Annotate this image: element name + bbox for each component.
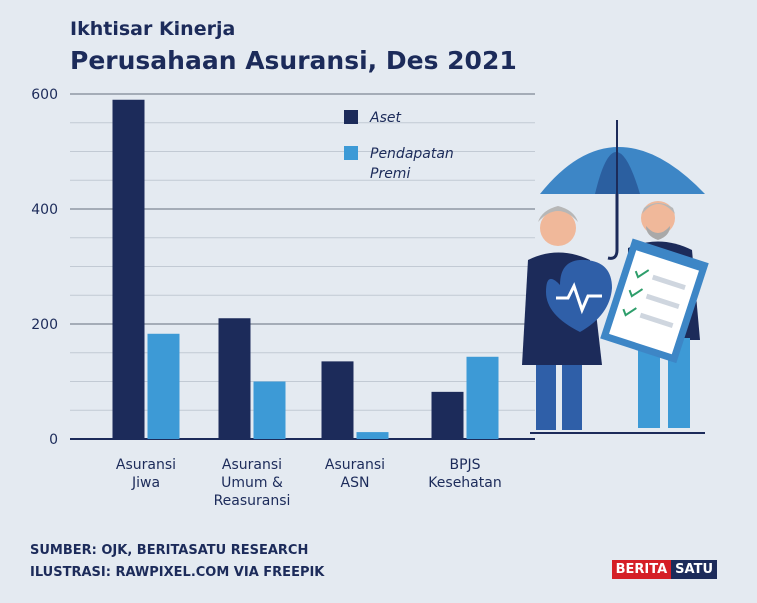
logo-part-berita: BERITA bbox=[611, 560, 672, 579]
x-category-label-line: Asuransi bbox=[116, 457, 176, 473]
legend-swatch bbox=[344, 110, 358, 124]
illustration-credit: ILUSTRASI: RAWPIXEL.COM VIA FREEPIK bbox=[30, 565, 325, 580]
x-category-label-line: Kesehatan bbox=[428, 475, 501, 491]
x-category-label: Asuransi Umum & Reasuransi bbox=[214, 457, 291, 509]
x-category-label: Asuransi ASN bbox=[325, 457, 385, 491]
x-category-label-line: Asuransi bbox=[222, 457, 282, 473]
y-tick-label: 200 bbox=[31, 317, 58, 333]
y-tick-label: 0 bbox=[49, 432, 58, 448]
x-category-label-line: Jiwa bbox=[131, 475, 160, 491]
x-category-label-line: Reasuransi bbox=[214, 493, 291, 509]
bar-pendapatan-premi bbox=[356, 432, 389, 439]
bar-aset bbox=[112, 99, 145, 439]
source-note: SUMBER: OJK, BERITASATU RESEARCH bbox=[30, 543, 309, 558]
x-category-label-line: Umum & bbox=[221, 475, 283, 491]
bar-pendapatan-premi bbox=[253, 381, 286, 439]
x-category-label-line: BPJS bbox=[449, 457, 480, 473]
x-category-label-line: Asuransi bbox=[325, 457, 385, 473]
y-tick-label: 400 bbox=[31, 202, 58, 218]
beritasatu-logo: BERITA SATU bbox=[611, 560, 717, 579]
chart-title: Ikhtisar Kinerja bbox=[70, 18, 236, 40]
legend-label-line: Premi bbox=[370, 166, 410, 182]
x-category-label-line: ASN bbox=[341, 475, 370, 491]
illustration-couple-umbrella bbox=[522, 120, 709, 434]
y-tick-label: 600 bbox=[31, 87, 58, 103]
x-category-label: BPJS Kesehatan bbox=[428, 457, 501, 491]
bar-pendapatan-premi bbox=[466, 356, 499, 439]
x-category-label: Asuransi Jiwa bbox=[116, 457, 176, 491]
bar-aset bbox=[218, 318, 251, 439]
logo-part-satu: SATU bbox=[671, 560, 717, 579]
legend-label: Aset bbox=[369, 110, 401, 126]
bar-aset bbox=[321, 361, 354, 439]
bar-pendapatan-premi bbox=[147, 333, 180, 439]
bar-aset bbox=[431, 391, 464, 439]
legend-label-line: Aset bbox=[369, 110, 401, 126]
legend-swatch bbox=[344, 146, 358, 160]
legend-label: Pendapatan Premi bbox=[370, 146, 454, 182]
chart-subtitle: Perusahaan Asuransi, Des 2021 bbox=[70, 46, 517, 75]
legend-label-line: Pendapatan bbox=[370, 146, 454, 162]
